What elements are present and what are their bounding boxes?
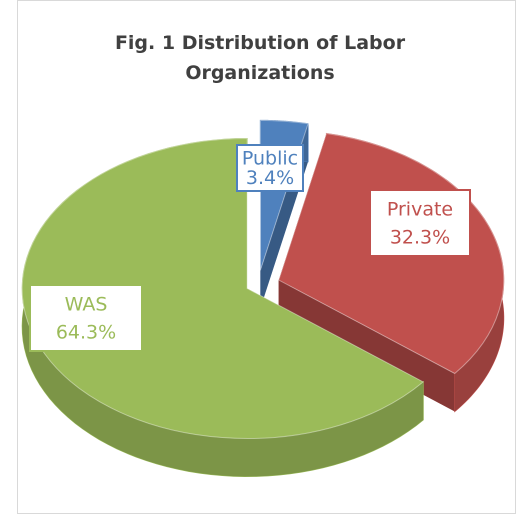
value-label: 32.3% [390,227,450,249]
value-label: 3.4% [246,167,294,189]
label-box [236,144,304,192]
label-box [29,284,143,352]
category-label: Public [242,147,298,169]
slice-side-shade [22,138,424,477]
label-box [369,189,471,257]
pie-slice [21,137,425,439]
value-label: 64.3% [56,322,116,344]
chart-frame [17,0,516,514]
chart-title: Fig. 1 Distribution of Labor Organizatio… [114,32,406,84]
category-label: WAS [65,293,108,315]
category-label: Private [387,198,453,220]
